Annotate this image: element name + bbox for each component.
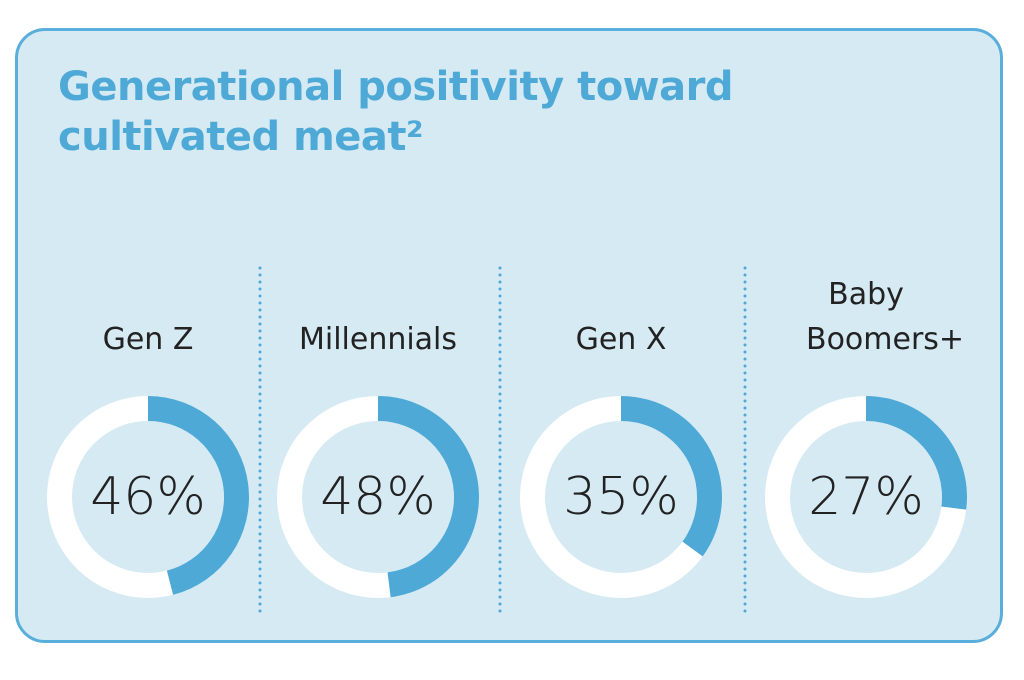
value-label: 35% (563, 467, 679, 527)
category-label: Baby Boomers+ (806, 277, 965, 357)
card (15, 28, 1003, 643)
category-label: Gen Z (102, 322, 194, 357)
chart-title: Generational positivity toward cultivate… (58, 64, 733, 160)
value-label: 27% (808, 467, 924, 527)
donut-segment (621, 396, 722, 557)
category-label: Millennials (298, 322, 458, 357)
category-label: Gen X (575, 322, 667, 357)
donut-segment (866, 396, 967, 510)
value-label: 46% (90, 467, 206, 527)
donut-segment (378, 396, 480, 598)
value-label: 48% (320, 467, 436, 527)
donut-segment (148, 396, 249, 595)
